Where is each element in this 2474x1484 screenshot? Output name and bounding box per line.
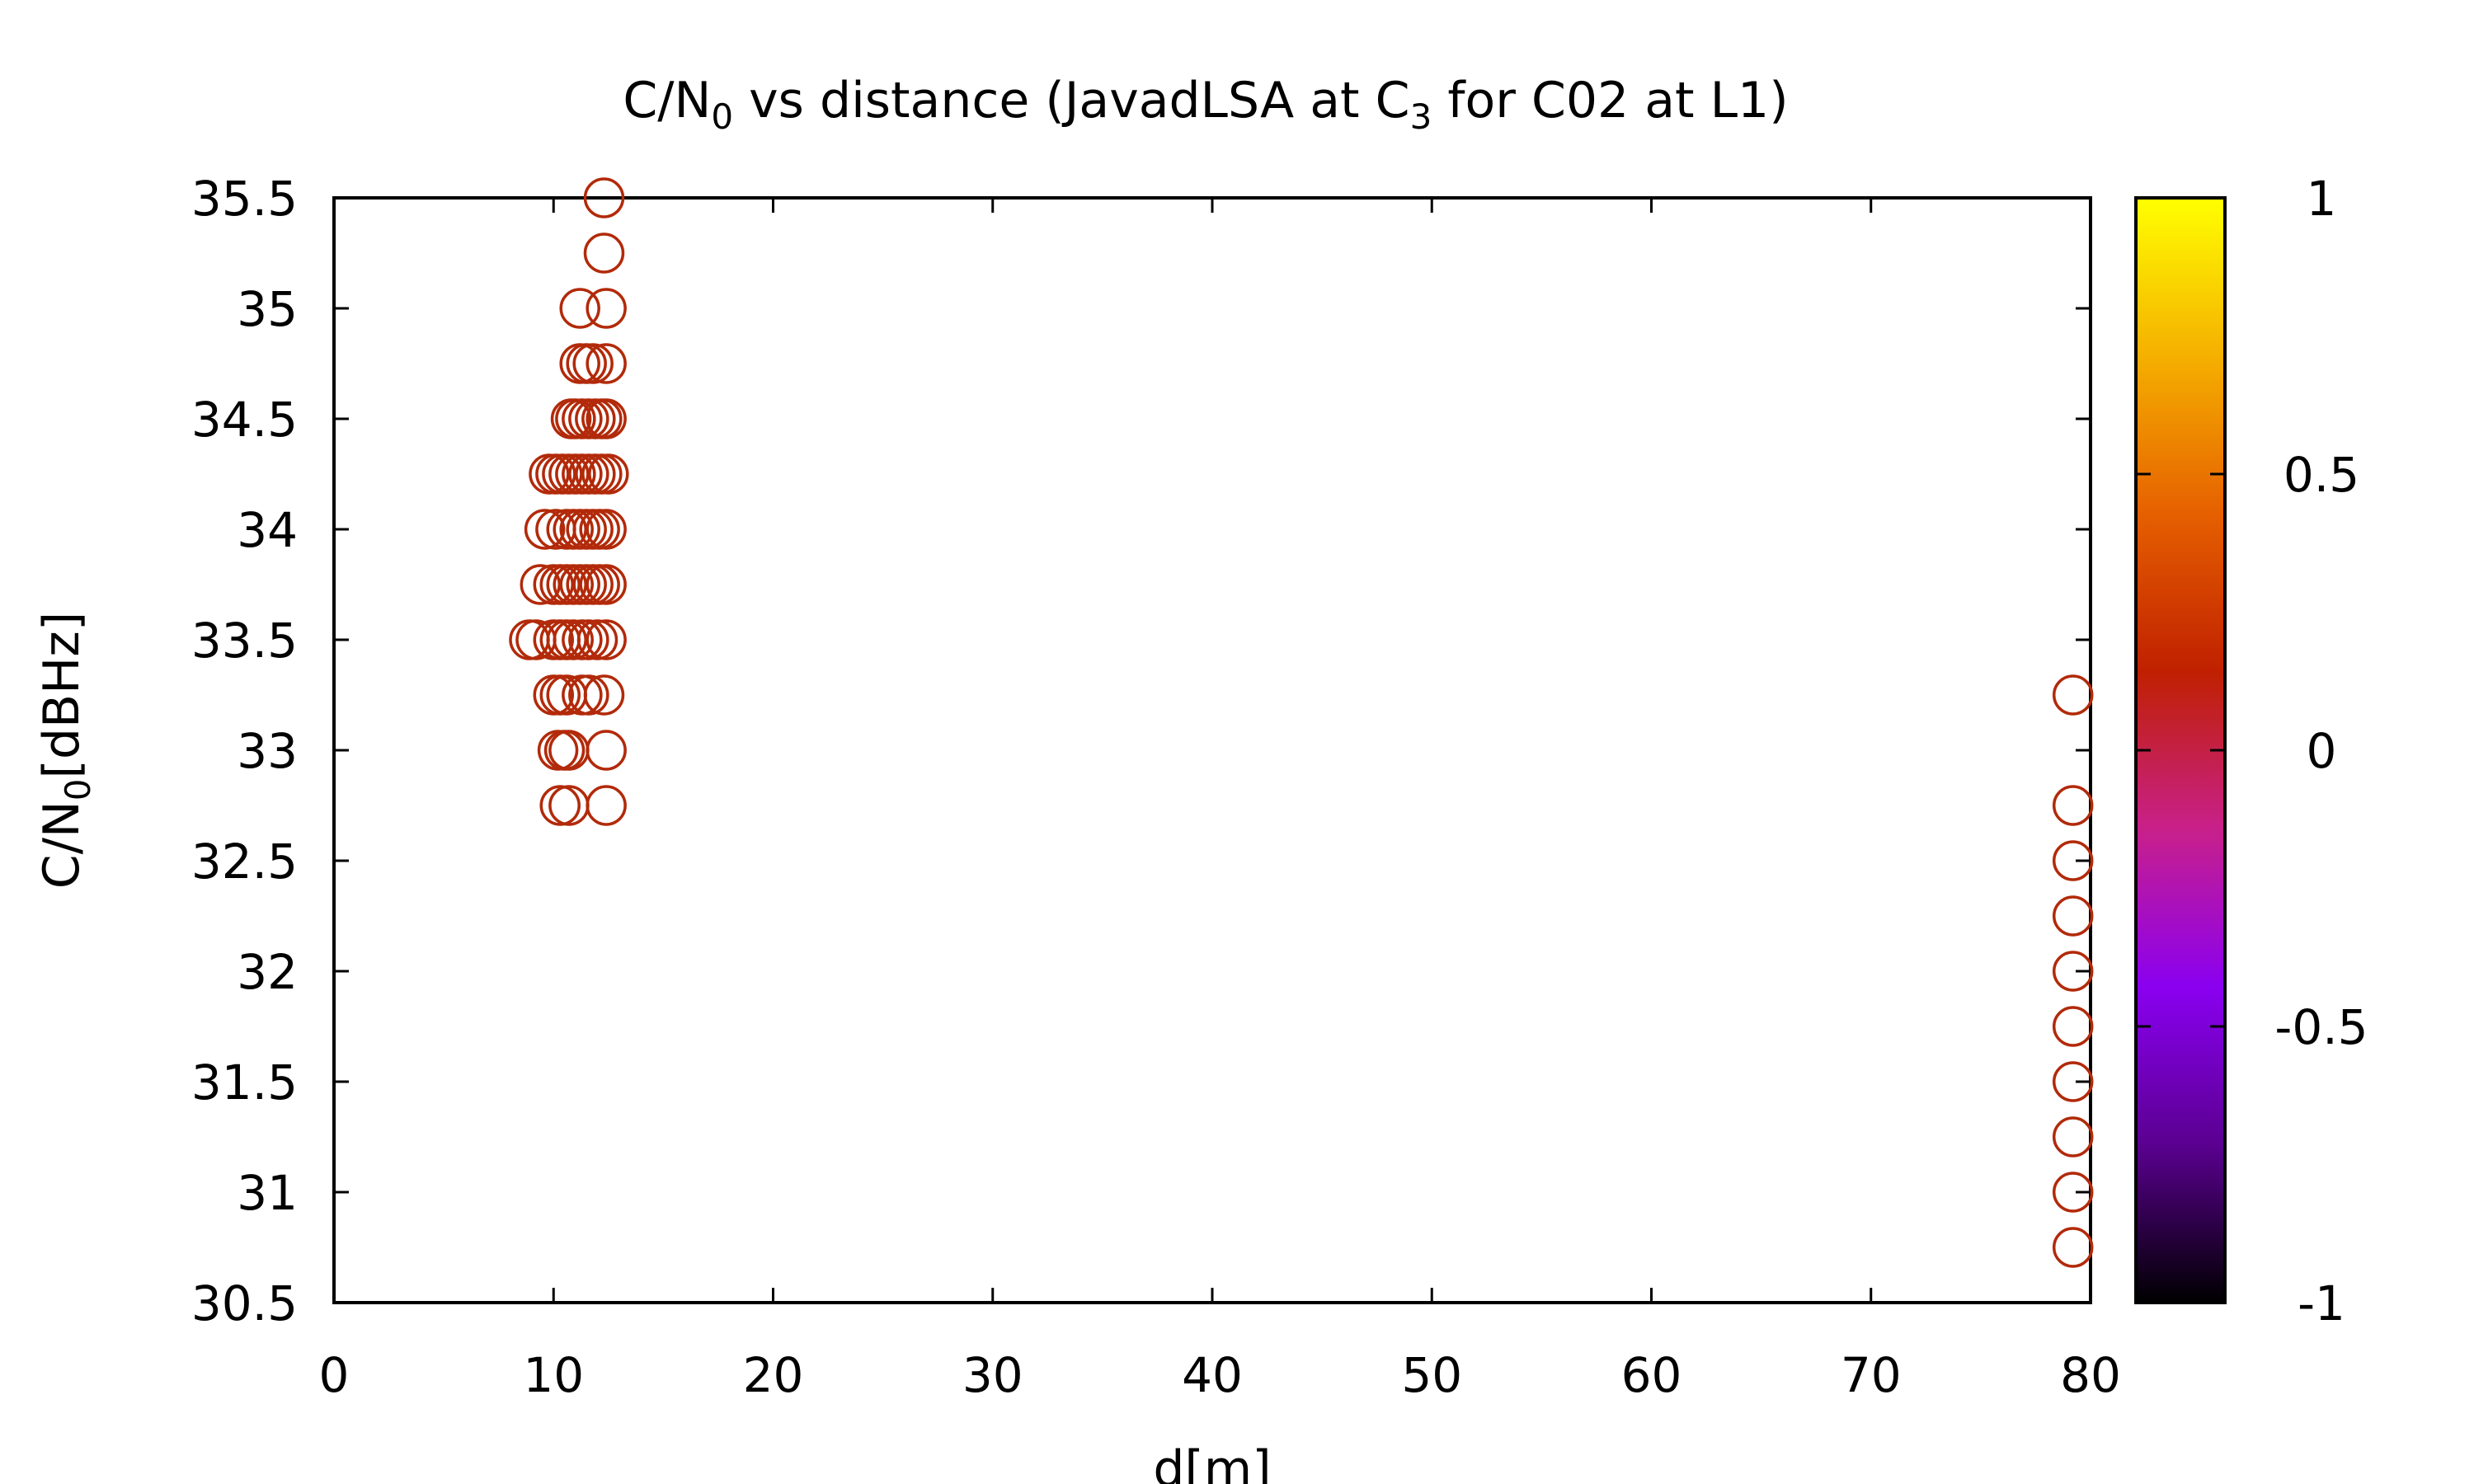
data-point-25 bbox=[524, 509, 566, 550]
data-points bbox=[509, 177, 2094, 1268]
x-tick-label-4: 40 bbox=[1182, 1347, 1243, 1403]
x-tick-label-3: 30 bbox=[962, 1347, 1023, 1403]
x-axis-label: d[m] bbox=[1153, 1440, 1271, 1484]
y-tick-label-5: 33 bbox=[237, 723, 298, 779]
data-point-53 bbox=[586, 619, 627, 660]
y-tick-label-4: 32.5 bbox=[191, 834, 298, 890]
data-point-66 bbox=[586, 785, 627, 826]
x-tick-label-8: 80 bbox=[2060, 1347, 2121, 1403]
x-tick-label-7: 70 bbox=[1841, 1347, 1902, 1403]
data-point-0 bbox=[583, 177, 625, 218]
colorbar-ticks: -1 -0.5 0 0.5 1 bbox=[2136, 171, 2368, 1331]
data-point-65 bbox=[548, 785, 590, 826]
data-point-43 bbox=[586, 564, 627, 605]
data-point-73 bbox=[2052, 1061, 2094, 1102]
x-tick-label-2: 20 bbox=[743, 1347, 804, 1403]
data-point-3 bbox=[586, 288, 627, 329]
y-tick-label-1: 31 bbox=[237, 1165, 298, 1221]
colorbar-tick-label-0: -1 bbox=[2298, 1275, 2345, 1331]
data-point-52 bbox=[576, 619, 618, 660]
data-point-75 bbox=[2052, 1172, 2094, 1213]
data-point-69 bbox=[2052, 840, 2094, 881]
data-point-7 bbox=[586, 343, 627, 384]
data-point-72 bbox=[2052, 1006, 2094, 1047]
x-tick-label-6: 60 bbox=[1621, 1347, 1682, 1403]
data-point-71 bbox=[2052, 951, 2094, 992]
data-point-2 bbox=[559, 288, 600, 329]
colorbar-tick-label-2: 0 bbox=[2307, 723, 2337, 779]
colorbar-tick-label-3: 0.5 bbox=[2284, 447, 2359, 503]
y-tick-label-7: 34 bbox=[237, 502, 298, 558]
data-point-76 bbox=[2052, 1227, 2094, 1268]
data-point-64 bbox=[539, 785, 581, 826]
data-point-63 bbox=[586, 730, 627, 771]
data-point-74 bbox=[2052, 1116, 2094, 1158]
y-axis-ticks: 30.5 31 31.5 32 32.5 33 33.5 34 34.5 35 35.5 bbox=[191, 171, 2091, 1331]
y-tick-label-10: 35.5 bbox=[191, 171, 298, 227]
data-point-24 bbox=[588, 453, 629, 495]
colorbar-tick-label-1: -0.5 bbox=[2274, 999, 2368, 1055]
data-point-34 bbox=[520, 564, 562, 605]
x-axis-ticks: 0 10 20 30 40 50 60 70 80 bbox=[319, 198, 2121, 1403]
y-tick-label-2: 31.5 bbox=[191, 1054, 298, 1111]
data-point-6 bbox=[572, 343, 614, 384]
data-point-33 bbox=[586, 509, 627, 550]
data-point-51 bbox=[568, 619, 609, 660]
data-point-49 bbox=[553, 619, 594, 660]
chart-title: C/N0 vs distance (JavadLSA at C3 for C02… bbox=[623, 72, 1788, 137]
colorbar-tick-label-4: 1 bbox=[2307, 171, 2337, 227]
y-tick-label-3: 32 bbox=[237, 944, 298, 1000]
data-point-70 bbox=[2052, 895, 2094, 937]
data-point-14 bbox=[586, 398, 627, 439]
y-tick-label-6: 33.5 bbox=[191, 613, 298, 669]
data-point-67 bbox=[2052, 674, 2094, 716]
y-axis-label: C/N0[dBHz] bbox=[33, 612, 98, 889]
x-tick-label-5: 50 bbox=[1401, 1347, 1462, 1403]
data-point-58 bbox=[568, 674, 609, 716]
data-point-68 bbox=[2052, 785, 2094, 826]
x-tick-label-0: 0 bbox=[319, 1347, 350, 1403]
y-tick-label-8: 34.5 bbox=[191, 392, 298, 448]
data-point-59 bbox=[583, 674, 625, 716]
y-tick-label-9: 35 bbox=[237, 281, 298, 337]
x-tick-label-1: 10 bbox=[523, 1347, 584, 1403]
y-tick-label-0: 30.5 bbox=[191, 1275, 298, 1331]
data-point-1 bbox=[583, 232, 625, 274]
